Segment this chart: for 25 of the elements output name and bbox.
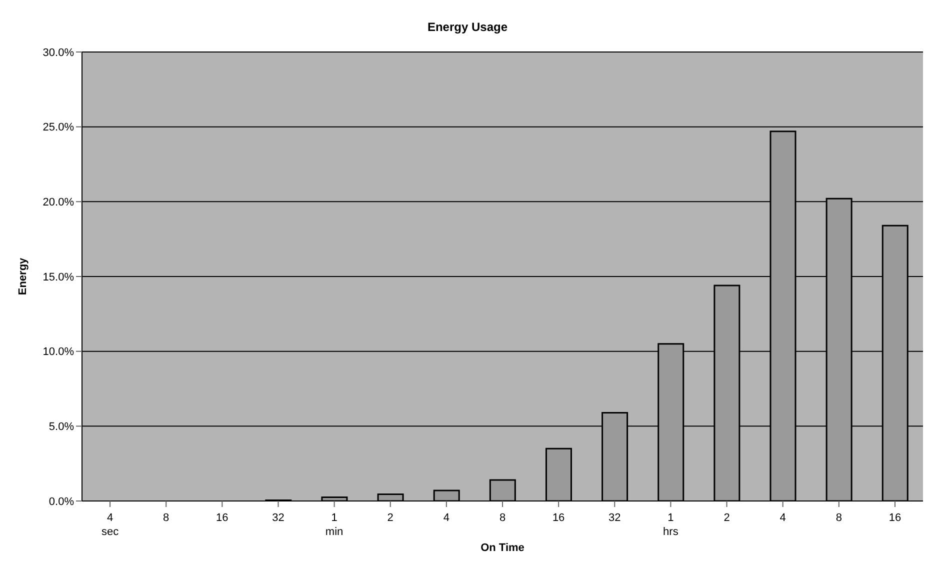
x-tick-label: 4 — [443, 512, 450, 524]
x-tick-label: 1 min — [325, 512, 344, 538]
y-tick-label: 30.0% — [42, 46, 74, 59]
y-tick-label: 15.0% — [42, 271, 74, 284]
x-tick-label: 16 — [552, 512, 565, 524]
x-tick-label: 32 — [272, 512, 284, 524]
y-tick-label: 5.0% — [48, 421, 74, 434]
x-tick-label: 16 — [216, 512, 228, 524]
x-tick-label: 1 hrs — [663, 512, 679, 538]
y-tick-label: 25.0% — [42, 122, 74, 134]
x-tick-label: 4 sec — [101, 512, 120, 538]
x-axis-title: On Time — [480, 542, 524, 554]
x-tick-label: 32 — [608, 512, 621, 524]
x-tick-label: 16 — [888, 512, 902, 524]
x-tick-label: 8 — [836, 512, 842, 524]
x-tick-label: 8 — [499, 512, 506, 524]
x-tick-label: 2 — [724, 512, 730, 524]
y-tick-label: 20.0% — [42, 196, 74, 209]
x-tick-label: 8 — [163, 512, 170, 524]
x-tick-label: 2 — [387, 512, 394, 524]
y-tick-label: 0.0% — [48, 496, 74, 508]
chart-title: Energy Usage — [426, 19, 509, 36]
x-tick-label: 4 — [780, 512, 786, 524]
y-axis-title: Energy — [16, 256, 29, 296]
y-tick-label: 10.0% — [42, 346, 74, 358]
